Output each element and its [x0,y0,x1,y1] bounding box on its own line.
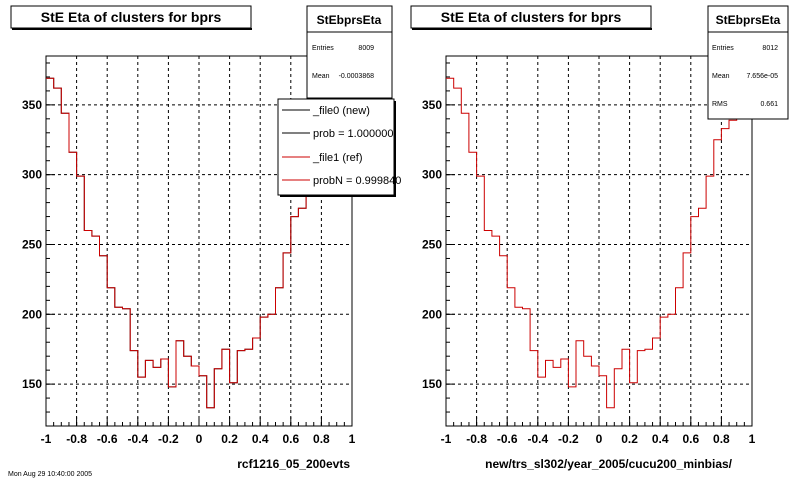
x-tick-label: 1 [349,432,356,446]
axis-ticks [445,62,753,427]
legend-label-probn: probN = 0.999840 [313,175,401,187]
legend-shadow-right [394,101,396,197]
chart-title: StE Eta of clusters for bprs [441,9,622,25]
legend-box [277,98,395,196]
axis-ticks [45,62,353,427]
x-tick-label: -0.4 [127,432,148,446]
legend-label-prob: prob = 1.000000 [313,128,393,140]
chart-left: 150 200 250 300 350 -1 -0.8 -0.6 -0.4 -0.2 0 0.2 0.… [10,5,401,471]
x-tick-label: 0.8 [713,432,730,446]
footer-timestamp: Mon Aug 29 10:40:00 2005 [8,471,92,478]
series-line-0 [446,73,752,409]
legend-label-file0: _file0 (new) [312,105,370,117]
stats-box-name: StEbprsEta [716,13,781,27]
title-box-shadow [412,28,652,30]
stats-mean-label: Mean [312,73,330,80]
x-tick-label: 0 [596,432,603,446]
stats-entries-label: Entries [312,45,334,52]
x-tick-label: 0.6 [282,432,299,446]
x-tick-label: -1 [41,432,52,446]
x-tick-label: 0.2 [621,432,638,446]
x-tick-label: -0.6 [497,432,518,446]
stats-rms-value: 0.661 [760,101,778,108]
y-tick-label: 150 [422,377,442,391]
x-tick-label: -0.8 [66,432,87,446]
x-axis-label: rcf1216_05_200evts [237,457,350,471]
stats-rms-label: RMS [712,101,728,108]
x-tick-labels: -1 -0.8 -0.6 -0.4 -0.2 0 0.2 0.4 0.6 0.8 1 [41,432,356,446]
title-box-shadow [12,28,252,30]
x-tick-label: 1 [749,432,756,446]
stats-box-name: StEbprsEta [317,13,382,27]
stats-box [306,5,393,99]
x-tick-label: 0.4 [652,432,669,446]
x-tick-label: -0.8 [466,432,487,446]
x-axis-label: new/trs_sl302/year_2005/cucu200_minbias/ [485,457,732,471]
grid [446,56,752,426]
y-tick-label: 250 [422,237,442,251]
y-tick-labels: 150 200 250 300 350 [422,98,442,391]
chart-title: StE Eta of clusters for bprs [41,9,222,25]
x-tick-label: -1 [441,432,452,446]
x-tick-label: -0.2 [558,432,579,446]
y-tick-label: 300 [422,168,442,182]
legend-label-file1: _file1 (ref) [312,152,363,164]
y-tick-label: 200 [22,307,42,321]
y-tick-labels: 150 200 250 300 350 [22,98,42,391]
x-tick-label: 0 [196,432,203,446]
chart-right: 150 200 250 300 350 -1 -0.8 -0.6 -0.4 -0.2 0 0.2 0.… [410,5,789,471]
stats-box [707,5,789,120]
x-tick-label: 0.4 [252,432,269,446]
series-line-1 [46,73,352,409]
y-tick-label: 250 [22,237,42,251]
stats-mean-value: 7.656e-05 [746,73,778,80]
y-tick-label: 350 [22,98,42,112]
legend-shadow-bottom [280,195,396,197]
x-tick-label: -0.6 [97,432,118,446]
series-group [46,73,352,409]
x-tick-label: -0.2 [158,432,179,446]
y-tick-label: 350 [422,98,442,112]
y-tick-label: 200 [422,307,442,321]
stats-entries-label: Entries [712,45,734,52]
y-tick-label: 150 [22,377,42,391]
x-tick-label: 0.6 [682,432,699,446]
x-tick-label: 0.2 [221,432,238,446]
x-tick-label: 0.8 [313,432,330,446]
stats-mean-value: -0.0003868 [339,73,375,80]
x-tick-labels: -1 -0.8 -0.6 -0.4 -0.2 0 0.2 0.4 0.6 0.8 1 [441,432,756,446]
stats-entries-value: 8012 [762,45,778,52]
x-tick-label: -0.4 [527,432,548,446]
y-tick-label: 300 [22,168,42,182]
stats-mean-label: Mean [712,73,730,80]
series-group [446,73,752,409]
stats-entries-value: 8009 [358,45,374,52]
